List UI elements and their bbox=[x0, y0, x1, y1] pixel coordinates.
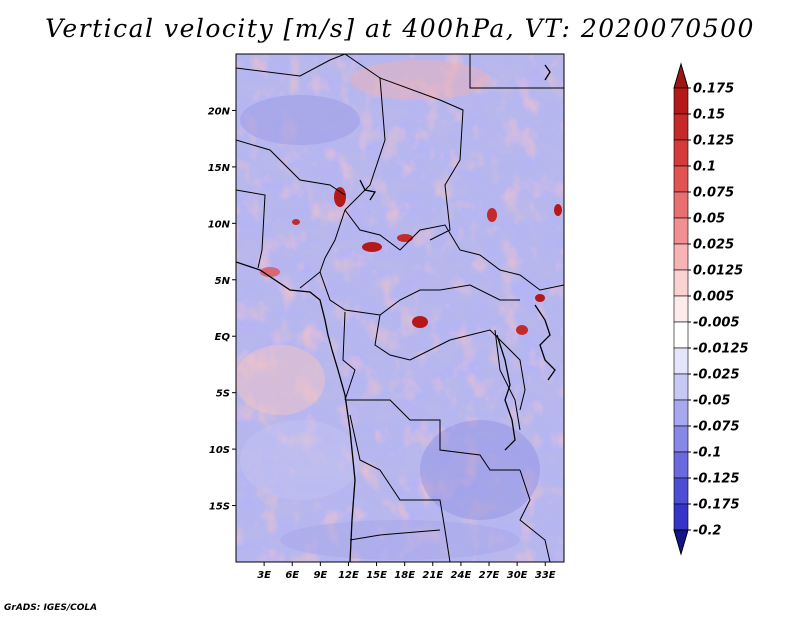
colorbar-swatch bbox=[673, 165, 689, 193]
grads-credit: GrADS: IGES/COLA bbox=[4, 603, 98, 613]
lat-tick-label: EQ bbox=[215, 332, 231, 343]
lon-tick-label: 33E bbox=[535, 570, 556, 581]
lon-tick-label: 12E bbox=[338, 570, 359, 581]
colorbar-label: 0.005 bbox=[693, 290, 734, 305]
colorbar-label: -0.2 bbox=[693, 524, 721, 539]
colorbar-label: -0.005 bbox=[693, 316, 740, 331]
lon-tick-label: 15E bbox=[366, 570, 387, 581]
colorbar-swatch bbox=[673, 477, 689, 505]
colorbar-bottom-cap bbox=[673, 529, 689, 556]
colorbar-swatch bbox=[673, 217, 689, 245]
colorbar-label: 0.0125 bbox=[693, 264, 743, 279]
lat-tick-label: 10N bbox=[208, 219, 231, 230]
lat-tick-label: 15N bbox=[208, 163, 231, 174]
latitude-axis: 20N 15N 10N 5N EQ 5S 10S 15S bbox=[208, 106, 236, 513]
colorbar-label: -0.075 bbox=[693, 420, 740, 435]
country-borders bbox=[236, 54, 564, 562]
lat-tick-label: 15S bbox=[209, 502, 230, 513]
lon-tick-label: 30E bbox=[507, 570, 528, 581]
colorbar-swatch bbox=[673, 87, 689, 115]
lon-tick-label: 24E bbox=[451, 570, 472, 581]
colorbar-swatch bbox=[673, 269, 689, 297]
colorbar-label: 0.05 bbox=[693, 212, 725, 227]
colorbar-label: -0.125 bbox=[693, 472, 740, 487]
longitude-axis: 3E 6E 9E 12E 15E 18E 21E 24E 27E 30E 33E bbox=[257, 562, 556, 581]
colorbar-swatch bbox=[673, 113, 689, 141]
colorbar-swatch bbox=[673, 139, 689, 167]
colorbar-label: -0.0125 bbox=[693, 342, 749, 357]
colorbar-label: 0.075 bbox=[693, 186, 734, 201]
colorbar-swatch bbox=[673, 503, 689, 531]
colorbar-label: -0.1 bbox=[693, 446, 721, 461]
colorbar-swatch bbox=[673, 399, 689, 427]
colorbar-swatch bbox=[673, 321, 689, 349]
lon-tick-label: 3E bbox=[257, 570, 271, 581]
colorbar-swatch bbox=[673, 347, 689, 375]
colorbar-label: -0.175 bbox=[693, 498, 740, 513]
map-title: Vertical velocity [m/s] at 400hPa, VT: 2… bbox=[45, 14, 755, 43]
colorbar-swatch bbox=[673, 295, 689, 323]
lon-tick-label: 27E bbox=[479, 570, 500, 581]
colorbar-label: 0.15 bbox=[693, 108, 725, 123]
colorbar-swatch bbox=[673, 373, 689, 401]
lat-tick-label: 5N bbox=[215, 276, 231, 287]
colorbar-swatch bbox=[673, 243, 689, 271]
colorbar-label: -0.025 bbox=[693, 368, 740, 383]
lon-tick-label: 9E bbox=[313, 570, 327, 581]
colorbar-label: 0.175 bbox=[693, 82, 734, 97]
lon-tick-label: 21E bbox=[422, 570, 443, 581]
colorbar-label: 0.025 bbox=[693, 238, 734, 253]
colorbar-label: 0.125 bbox=[693, 134, 734, 149]
lat-tick-label: 10S bbox=[209, 445, 230, 456]
lon-tick-label: 18E bbox=[394, 570, 415, 581]
lat-tick-label: 5S bbox=[216, 389, 230, 400]
colorbar: 0.175 0.15 0.125 0.1 0.075 0.05 0.025 0.0125 0.0… bbox=[673, 62, 749, 556]
colorbar-top-cap bbox=[673, 62, 689, 89]
velocity-field bbox=[236, 54, 564, 562]
colorbar-label: -0.05 bbox=[693, 394, 730, 409]
colorbar-label: 0.1 bbox=[693, 160, 716, 175]
coastline bbox=[236, 64, 556, 562]
lat-tick-label: 20N bbox=[208, 106, 231, 117]
colorbar-swatch bbox=[673, 451, 689, 479]
map-frame bbox=[235, 53, 565, 563]
lon-tick-label: 6E bbox=[285, 570, 299, 581]
colorbar-swatch bbox=[673, 425, 689, 453]
colorbar-swatch bbox=[673, 191, 689, 219]
